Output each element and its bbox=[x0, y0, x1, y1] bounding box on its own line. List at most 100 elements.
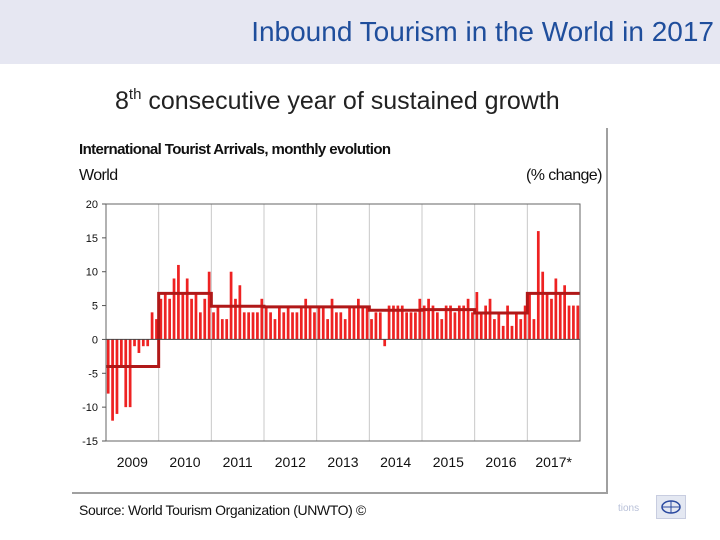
y-tick-label: 5 bbox=[92, 301, 98, 313]
monthly-bar bbox=[260, 298, 264, 340]
y-tick-label: -5 bbox=[88, 368, 98, 380]
monthly-bar bbox=[190, 298, 193, 340]
monthly-bar bbox=[479, 312, 483, 340]
monthly-bar bbox=[335, 312, 338, 340]
monthly-bar bbox=[515, 312, 518, 340]
monthly-bar bbox=[400, 305, 404, 340]
monthly-bar bbox=[343, 319, 347, 340]
monthly-bar bbox=[378, 312, 382, 340]
monthly-bar bbox=[194, 292, 198, 340]
subtitle-text: consecutive year of sustained growth bbox=[148, 87, 560, 115]
chart-region-label: World bbox=[79, 167, 118, 184]
monthly-bar bbox=[405, 312, 408, 340]
monthly-bars bbox=[106, 231, 580, 421]
monthly-bar bbox=[225, 319, 229, 340]
monthly-bar bbox=[181, 292, 185, 340]
annual-average-path bbox=[106, 291, 580, 369]
monthly-bar bbox=[159, 298, 163, 340]
monthly-bar bbox=[321, 305, 325, 340]
monthly-bar bbox=[387, 305, 391, 340]
monthly-bar bbox=[493, 319, 496, 340]
y-tick-label: 0 bbox=[92, 334, 98, 346]
monthly-bar bbox=[383, 339, 387, 347]
monthly-bar bbox=[488, 298, 492, 340]
chart-grid bbox=[158, 204, 528, 441]
monthly-bar bbox=[150, 312, 154, 340]
annual-average-line bbox=[106, 291, 580, 369]
monthly-bar bbox=[365, 305, 369, 340]
monthly-bar bbox=[519, 319, 523, 340]
monthly-bar bbox=[409, 312, 413, 340]
x-tick-label: 2017* bbox=[535, 454, 572, 470]
monthly-bar bbox=[133, 339, 136, 347]
subtitle-ordinal-suffix: th bbox=[128, 86, 142, 103]
monthly-bar bbox=[120, 339, 123, 367]
monthly-bar bbox=[545, 292, 549, 340]
chart-unit-label: (% change) bbox=[526, 167, 602, 184]
slide-title: Inbound Tourism in the World in 2017 bbox=[251, 16, 714, 47]
monthly-bar bbox=[199, 312, 202, 340]
monthly-bar bbox=[510, 325, 514, 340]
slide-subtitle: 8th consecutive year of sustained growth bbox=[115, 86, 560, 116]
chart-title: International Tourist Arrivals, monthly … bbox=[79, 141, 391, 158]
monthly-bar bbox=[523, 305, 527, 340]
monthly-bar bbox=[497, 312, 501, 340]
monthly-bar bbox=[163, 292, 167, 340]
monthly-bar bbox=[282, 312, 286, 340]
monthly-bar bbox=[168, 298, 171, 340]
x-tick-label: 2009 bbox=[117, 454, 148, 470]
monthly-bar bbox=[444, 305, 448, 340]
monthly-bar bbox=[475, 292, 479, 340]
monthly-bar bbox=[418, 298, 422, 340]
monthly-bar bbox=[185, 278, 189, 340]
plot-frame bbox=[105, 203, 581, 442]
monthly-bar bbox=[536, 231, 540, 340]
monthly-bar bbox=[247, 312, 250, 340]
monthly-bar bbox=[278, 305, 281, 340]
y-tick-label: -15 bbox=[82, 436, 98, 448]
monthly-bar bbox=[576, 305, 580, 340]
monthly-bar bbox=[471, 312, 474, 340]
monthly-bar bbox=[291, 312, 294, 340]
y-tick-label: 15 bbox=[86, 233, 98, 245]
x-tick-label: 2010 bbox=[169, 454, 200, 470]
monthly-bar bbox=[273, 319, 277, 340]
monthly-bar bbox=[374, 312, 378, 340]
monthly-bar bbox=[317, 305, 321, 340]
monthly-bar bbox=[370, 319, 373, 340]
monthly-bar bbox=[457, 305, 461, 340]
monthly-bar bbox=[299, 305, 303, 340]
monthly-bar bbox=[141, 339, 145, 347]
x-tick-label: 2013 bbox=[327, 454, 358, 470]
monthly-bar bbox=[308, 305, 312, 340]
monthly-bar bbox=[155, 319, 158, 340]
monthly-bar bbox=[414, 312, 417, 340]
monthly-bar bbox=[572, 305, 575, 340]
monthly-bar bbox=[203, 298, 207, 340]
monthly-bar bbox=[396, 305, 400, 340]
monthly-bar bbox=[449, 305, 452, 340]
monthly-bar bbox=[269, 312, 272, 340]
monthly-bar bbox=[111, 339, 114, 421]
logo-globe-icon bbox=[661, 500, 681, 514]
x-tick-label: 2012 bbox=[275, 454, 306, 470]
monthly-bar bbox=[532, 319, 536, 340]
unwto-logo-icon bbox=[656, 495, 686, 519]
monthly-bar bbox=[501, 325, 505, 340]
monthly-bar bbox=[177, 264, 180, 340]
x-tick-label: 2015 bbox=[433, 454, 464, 470]
monthly-bar bbox=[256, 312, 259, 340]
monthly-bar bbox=[422, 305, 426, 340]
monthly-bar bbox=[528, 292, 531, 340]
monthly-bar bbox=[466, 298, 470, 340]
monthly-bar bbox=[137, 339, 141, 353]
monthly-bar bbox=[326, 319, 329, 340]
source-note: Source: World Tourism Organization (UNWT… bbox=[79, 502, 366, 518]
monthly-bar bbox=[242, 312, 246, 340]
monthly-bar bbox=[554, 278, 558, 340]
chart-axes bbox=[102, 203, 581, 442]
monthly-bar bbox=[348, 305, 351, 340]
monthly-bar bbox=[339, 312, 343, 340]
y-tick-label: 20 bbox=[86, 199, 98, 211]
